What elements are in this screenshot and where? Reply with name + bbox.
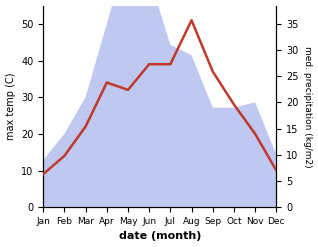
Y-axis label: max temp (C): max temp (C) xyxy=(5,73,16,140)
Y-axis label: med. precipitation (kg/m2): med. precipitation (kg/m2) xyxy=(303,45,313,167)
X-axis label: date (month): date (month) xyxy=(119,231,201,242)
